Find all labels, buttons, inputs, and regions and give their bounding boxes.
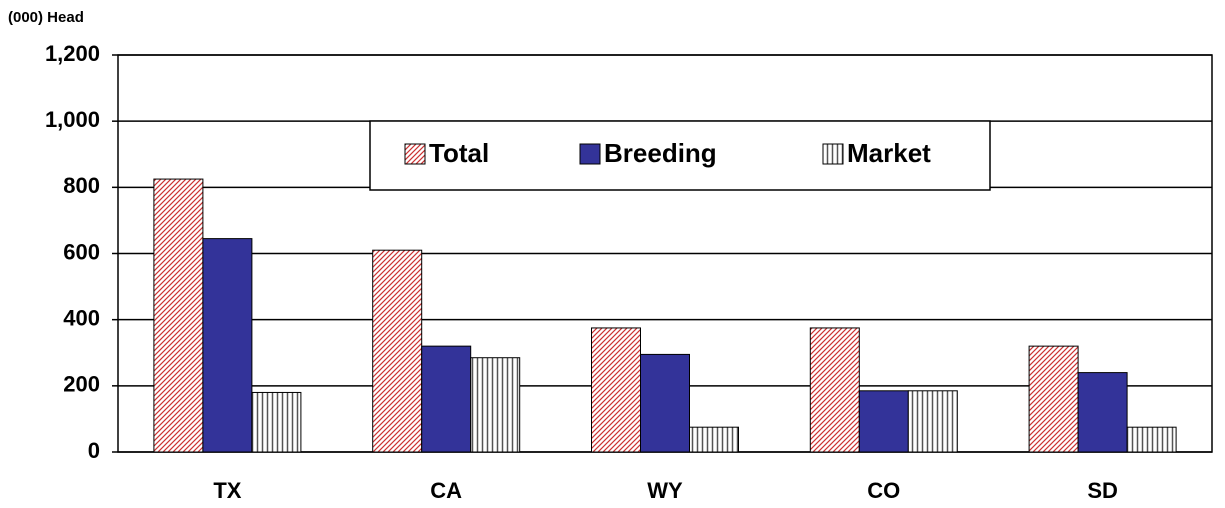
bar bbox=[1028, 345, 1079, 453]
bar bbox=[640, 353, 690, 453]
legend-swatch bbox=[822, 143, 844, 165]
y-tick-label: 400 bbox=[63, 305, 100, 330]
bar bbox=[1126, 426, 1177, 453]
bar bbox=[591, 327, 641, 453]
legend-label: Market bbox=[847, 138, 931, 168]
legend-label: Breeding bbox=[604, 138, 717, 168]
y-tick-label: 0 bbox=[88, 438, 100, 463]
x-tick-label: CO bbox=[867, 478, 900, 503]
x-tick-label: WY bbox=[647, 478, 683, 503]
bar bbox=[907, 390, 958, 453]
x-tick-label: CA bbox=[430, 478, 462, 503]
legend-label: Total bbox=[429, 138, 489, 168]
legend-box bbox=[369, 120, 991, 191]
legend-swatch bbox=[404, 143, 426, 165]
y-axis-label: (000) Head bbox=[8, 9, 84, 26]
bar bbox=[1077, 372, 1128, 453]
bar bbox=[421, 345, 472, 453]
y-tick-label: 800 bbox=[63, 173, 100, 198]
bar bbox=[202, 238, 253, 453]
bar bbox=[809, 327, 860, 453]
y-tick-label: 200 bbox=[63, 372, 100, 397]
bar bbox=[251, 391, 302, 453]
bar bbox=[470, 357, 521, 453]
bar bbox=[689, 426, 739, 453]
bar bbox=[858, 390, 909, 453]
y-tick-label: 1,200 bbox=[45, 41, 100, 66]
bar bbox=[372, 249, 423, 453]
x-tick-label: TX bbox=[213, 478, 241, 503]
y-tick-label: 600 bbox=[63, 239, 100, 264]
legend-swatch bbox=[579, 143, 601, 165]
bar bbox=[153, 178, 204, 453]
x-tick-label: SD bbox=[1087, 478, 1118, 503]
y-tick-label: 1,000 bbox=[45, 107, 100, 132]
